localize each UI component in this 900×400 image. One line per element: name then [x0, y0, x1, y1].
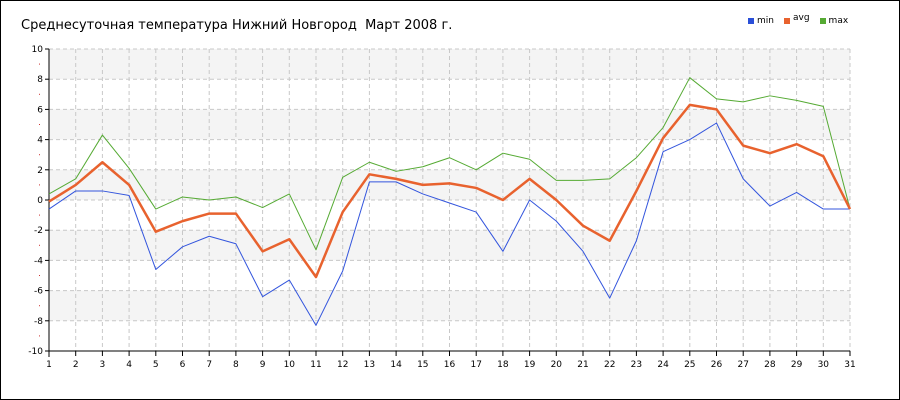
x-tick-label: 23	[631, 360, 642, 370]
x-tick-label: 27	[737, 360, 748, 370]
x-tick-label: 10	[284, 360, 296, 370]
y-minor-tick	[39, 244, 40, 246]
y-tick-label: 4	[37, 136, 43, 146]
x-tick-label: 22	[604, 360, 615, 370]
y-tick-label: 10	[32, 45, 44, 55]
chart-legend: min avg max	[748, 13, 849, 26]
y-minor-tick	[39, 124, 40, 125]
x-tick-label: 14	[390, 360, 402, 370]
legend-item-avg: avg	[783, 13, 810, 26]
legend-item-max: max	[819, 16, 849, 26]
y-tick-label: -4	[34, 256, 43, 266]
x-tick-label: 21	[577, 360, 588, 370]
x-tick-label: 13	[364, 360, 375, 370]
series-line-min	[48, 122, 850, 326]
x-tick-label: 19	[524, 360, 536, 370]
y-tick-label: 0	[37, 196, 43, 206]
x-tick-label: 20	[551, 360, 563, 370]
y-tick-label: -8	[34, 317, 43, 327]
y-tick-label: 6	[37, 105, 43, 115]
legend-swatch-avg	[783, 18, 790, 24]
legend-item-min: min	[748, 16, 774, 26]
x-tick-label: 6	[180, 360, 186, 370]
x-tick-label: 5	[153, 360, 159, 370]
legend-swatch-min	[748, 18, 754, 24]
legend-label-avg: avg	[792, 13, 810, 23]
series-line-avg	[48, 103, 852, 279]
x-tick-label: 29	[791, 360, 803, 370]
x-tick-label: 2	[73, 360, 79, 370]
y-tick-label: -6	[34, 287, 43, 297]
plot-axes	[45, 49, 850, 357]
y-minor-tick	[39, 184, 40, 186]
y-minor-tick	[39, 93, 40, 95]
x-tick-label: 17	[470, 360, 481, 370]
legend-label-max: max	[828, 16, 849, 26]
x-tick-label: 1	[46, 360, 52, 370]
y-minor-tick	[39, 275, 40, 276]
x-tick-label: 28	[764, 360, 776, 370]
y-tick-label: 8	[37, 75, 43, 85]
x-tick-label: 15	[417, 360, 428, 370]
x-tick-label: 12	[337, 360, 348, 370]
chart-title: Среднесуточная температура Нижний Новгор…	[21, 18, 453, 33]
x-tick-label: 3	[100, 360, 106, 370]
x-tick-label: 18	[497, 360, 509, 370]
y-minor-tick	[39, 305, 40, 307]
x-axis-ticks: 1 2 3 4 5 6 7 8 9 10 11 12 13 14 15 16 17 18 19 20 21 22 23 24 2…	[46, 351, 856, 370]
x-tick-label: 31	[844, 360, 855, 370]
x-tick-label: 26	[711, 360, 723, 370]
legend-label-min: min	[757, 16, 774, 26]
x-tick-label: 24	[657, 360, 669, 370]
x-tick-label: 16	[444, 360, 456, 370]
y-minor-tick	[39, 335, 40, 337]
y-minor-tick	[39, 63, 40, 65]
x-tick-label: 11	[310, 360, 321, 370]
x-tick-label: 4	[126, 360, 132, 370]
x-tick-label: 7	[206, 360, 212, 370]
y-minor-tick	[39, 214, 40, 216]
series-lines	[48, 77, 852, 326]
y-minor-tick	[39, 154, 40, 156]
x-tick-label: 9	[260, 360, 266, 370]
y-axis-ticks: 10 8 6 4 2 0 -2 -4 -6 -8 -10	[28, 45, 49, 357]
y-tick-label: 2	[37, 166, 43, 176]
legend-swatch-max	[819, 18, 826, 24]
series-line-max	[48, 77, 851, 251]
x-tick-label: 25	[684, 360, 695, 370]
x-tick-label: 8	[233, 360, 239, 370]
y-tick-label: -2	[34, 226, 43, 236]
x-tick-label: 30	[818, 360, 830, 370]
y-tick-label: -10	[28, 347, 43, 357]
